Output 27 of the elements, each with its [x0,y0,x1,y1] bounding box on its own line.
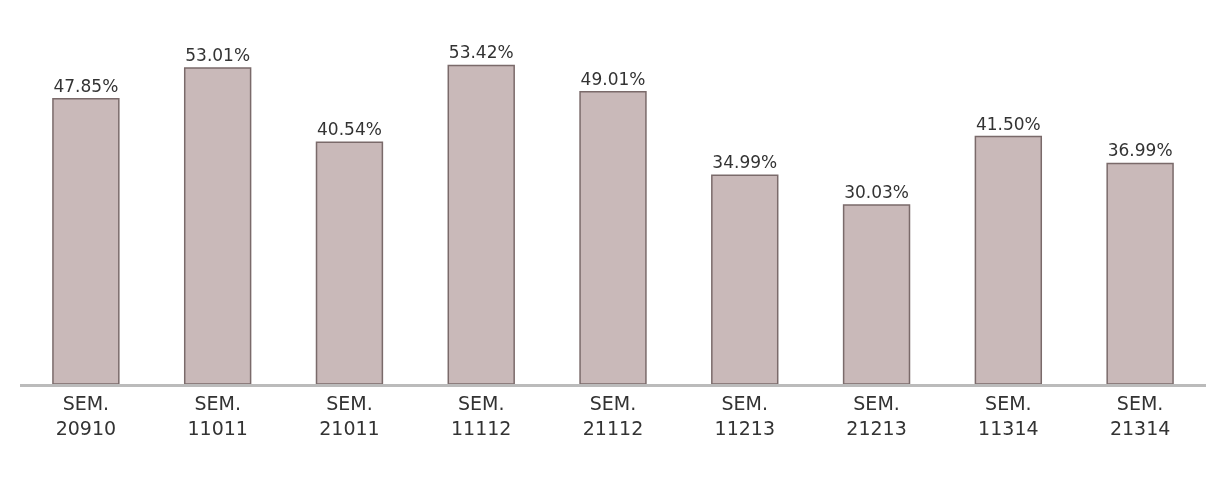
data-label: 34.99% [712,152,778,173]
bar [1106,162,1174,384]
bar [315,141,384,384]
bar [447,64,515,384]
x-tick-label: SEM. 11011 [187,391,248,439]
x-tick-label: SEM. 11314 [978,391,1039,439]
x-tick-label: SEM. 11213 [714,391,776,439]
data-label: 40.54% [317,119,382,140]
data-label: 30.03% [844,181,909,202]
data-label: 41.50% [975,113,1041,134]
bar [579,91,647,384]
data-label: 53.42% [448,42,514,63]
bar [52,97,120,384]
bar [974,135,1043,384]
x-tick-label: SEM. 21112 [582,391,644,439]
x-tick-label: SEM. 11112 [450,391,512,439]
bar [711,174,779,384]
data-label: 47.85% [53,75,119,96]
bar [183,67,252,384]
data-label: 36.99% [1107,140,1173,161]
x-tick-label: SEM. 20910 [55,391,117,439]
data-label: 53.01% [185,44,251,65]
x-tick-label: SEM. 21011 [319,391,380,439]
x-tick-label: SEM. 21213 [846,391,907,439]
data-label: 49.01% [580,68,646,89]
x-tick-label: SEM. 21314 [1109,391,1171,439]
bar [842,204,911,384]
